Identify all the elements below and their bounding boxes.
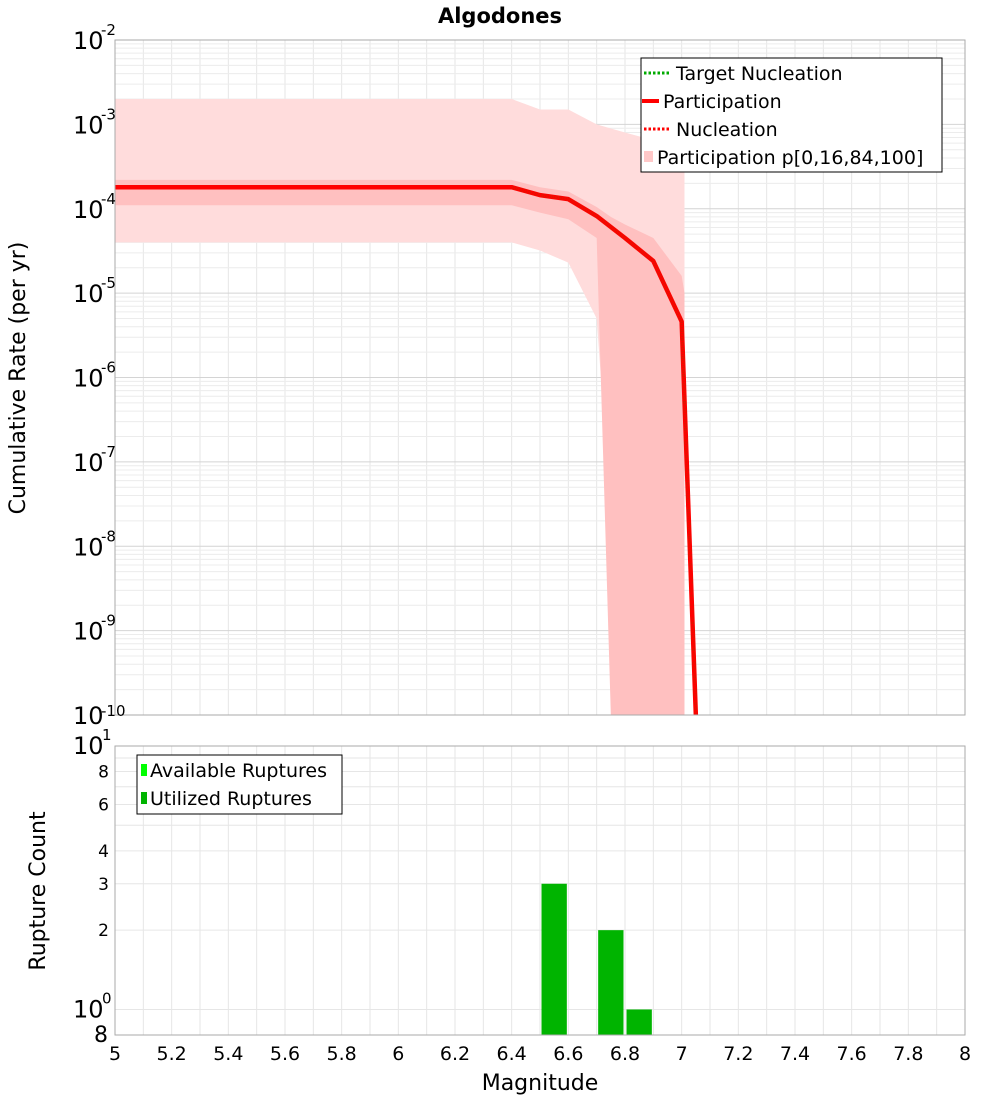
legend-participation-label: Participation bbox=[663, 91, 782, 113]
x-tick-label: 6.4 bbox=[497, 1043, 527, 1065]
top-y-tick-base: 10 bbox=[73, 27, 104, 55]
bottom-legend: Available Ruptures Utilized Ruptures bbox=[136, 754, 343, 815]
top-y-axis-label: Cumulative Rate (per yr) bbox=[6, 242, 31, 515]
top-y-tick-base: 10 bbox=[73, 111, 104, 139]
bottom-y-tick-label: 6 bbox=[98, 795, 109, 815]
chart-title: Algodones bbox=[438, 4, 562, 28]
top-plot-frame bbox=[114, 39, 966, 716]
legend-available-label: Available Ruptures bbox=[150, 760, 327, 782]
bottom-y-tick-label: 8 bbox=[94, 1023, 108, 1048]
top-legend: Target Nucleation Participation Nucleati… bbox=[640, 57, 943, 173]
rate-lines bbox=[115, 184, 699, 716]
bottom-legend-box bbox=[136, 754, 343, 815]
top-y-tick-base: 10 bbox=[73, 618, 104, 646]
percentile-bands bbox=[115, 98, 685, 716]
band-p16-p84 bbox=[115, 179, 685, 715]
top-y-tick-exponent: -6 bbox=[101, 359, 116, 377]
x-tick-label: 5.2 bbox=[157, 1043, 187, 1065]
bottom-y-tick-base: 10 bbox=[73, 732, 104, 760]
x-tick-label: 5.6 bbox=[270, 1043, 300, 1065]
top-legend-box bbox=[640, 57, 943, 173]
x-tick-label: 7.4 bbox=[780, 1043, 810, 1065]
x-tick-label: 6.2 bbox=[440, 1043, 470, 1065]
x-axis-label: Magnitude bbox=[482, 1071, 599, 1096]
bottom-y-tick-exponent: 1 bbox=[102, 726, 112, 744]
top-y-tick-exponent: -8 bbox=[101, 527, 116, 545]
top-y-tick-exponent: -2 bbox=[101, 21, 116, 39]
top-y-tick-exponent: -5 bbox=[101, 274, 116, 292]
x-tick-label: 6 bbox=[392, 1043, 404, 1065]
x-tick-label: 7.6 bbox=[837, 1043, 867, 1065]
x-tick-labels: 5 5.2 5.4 5.6 5.8 6 6.2 6.4 6.6 6.8 7 7.2 7.4 7.6 7.8 8 bbox=[109, 1043, 971, 1065]
x-tick-label: 5 bbox=[109, 1043, 121, 1065]
top-y-tick-exponent: -3 bbox=[101, 105, 116, 123]
top-y-tick-base: 10 bbox=[73, 702, 104, 730]
top-y-tick-base: 10 bbox=[73, 533, 104, 561]
x-tick-label: 6.8 bbox=[610, 1043, 640, 1065]
rupture-bar bbox=[598, 930, 624, 1035]
top-y-tick-base: 10 bbox=[73, 365, 104, 393]
bottom-y-tick-label: 4 bbox=[98, 842, 109, 862]
legend-band-swatch bbox=[644, 151, 653, 162]
bottom-y-axis-label: Rupture Count bbox=[26, 811, 51, 971]
legend-nucleation-label: Nucleation bbox=[676, 119, 778, 141]
rupture-bar bbox=[541, 883, 567, 1035]
series-nucleation bbox=[115, 185, 698, 716]
x-tick-label: 5.8 bbox=[327, 1043, 357, 1065]
top-y-tick-base: 10 bbox=[73, 196, 104, 224]
bottom-y-tick-label: 8 bbox=[98, 763, 109, 783]
rupture-bars bbox=[541, 883, 652, 1035]
x-tick-label: 7.8 bbox=[893, 1043, 923, 1065]
x-tick-label: 8 bbox=[959, 1043, 971, 1065]
bottom-y-tick-label: 3 bbox=[98, 875, 109, 895]
top-y-tick-exponent: -4 bbox=[101, 190, 116, 208]
top-y-tick-exponent: -7 bbox=[101, 443, 116, 461]
rupture-bar bbox=[626, 1009, 652, 1035]
legend-target-nucleation-label: Target Nucleation bbox=[675, 63, 843, 85]
top-y-tick-exponent: -9 bbox=[101, 612, 116, 630]
top-y-tick-base: 10 bbox=[73, 280, 104, 308]
legend-utilized-label: Utilized Ruptures bbox=[150, 788, 312, 810]
top-y-tick-base: 10 bbox=[73, 449, 104, 477]
bottom-y-tick-base: 10 bbox=[73, 995, 104, 1023]
x-tick-label: 5.4 bbox=[213, 1043, 243, 1065]
legend-band-label: Participation p[0,16,84,100] bbox=[657, 147, 923, 169]
x-tick-label: 7.2 bbox=[723, 1043, 753, 1065]
x-tick-label: 7 bbox=[676, 1043, 688, 1065]
x-tick-label: 6.6 bbox=[553, 1043, 583, 1065]
bottom-y-tick-exponent: 0 bbox=[102, 989, 112, 1007]
top-y-tick-exponent: -10 bbox=[101, 702, 126, 720]
bottom-y-tick-label: 2 bbox=[98, 921, 109, 941]
legend-available-swatch bbox=[141, 764, 147, 776]
legend-utilized-swatch bbox=[141, 792, 147, 804]
bottom-plot-frame bbox=[114, 745, 966, 1036]
